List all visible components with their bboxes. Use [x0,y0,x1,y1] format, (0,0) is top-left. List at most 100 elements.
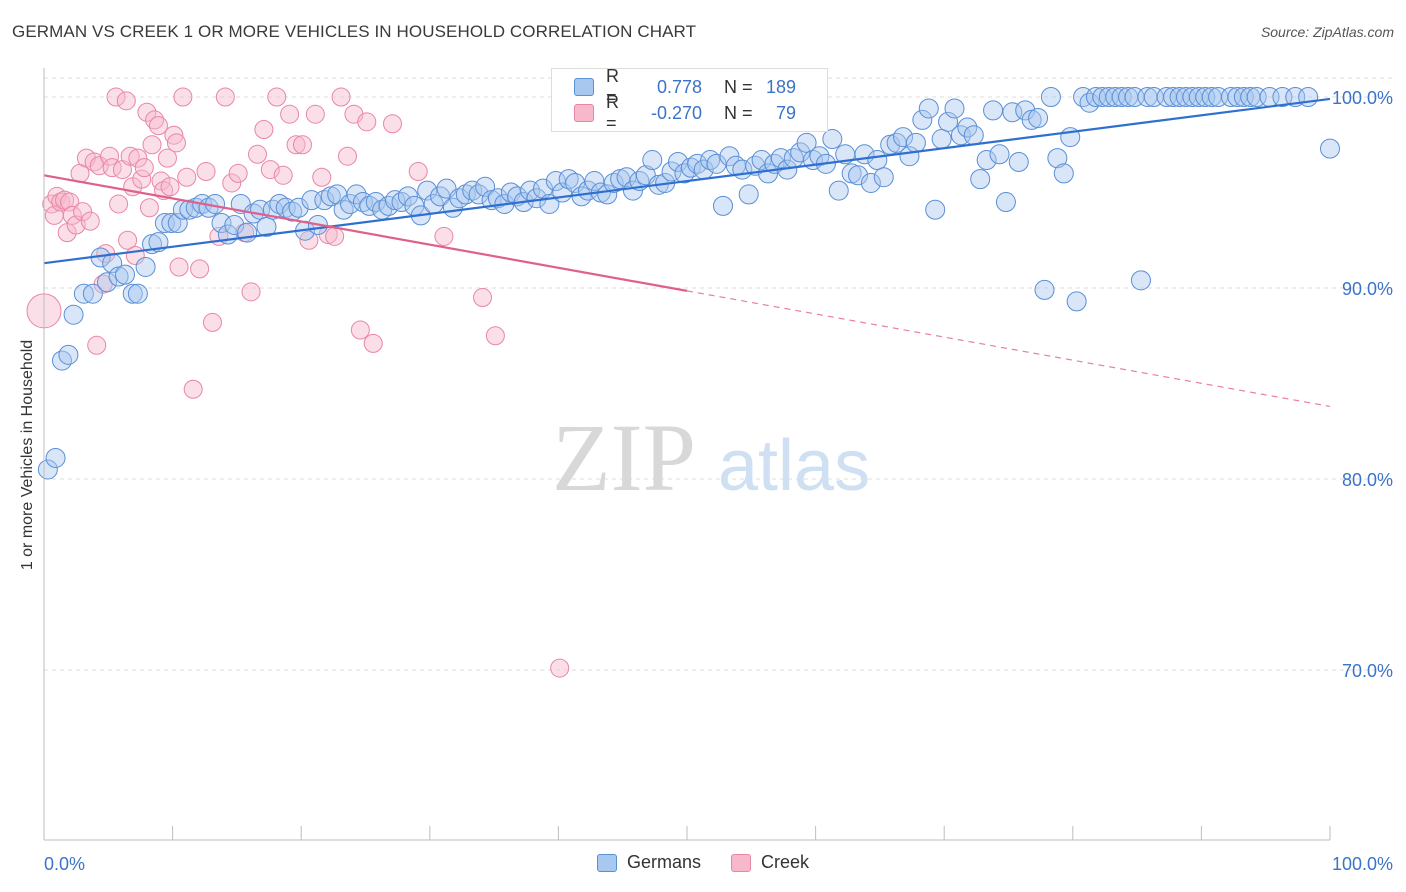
german-point [931,129,952,150]
german-point [976,150,997,171]
german-point [790,142,811,163]
watermark: ZIP atlas [552,404,870,511]
watermark-atlas: atlas [718,426,870,506]
creek-point [550,658,570,678]
german-point [661,161,682,182]
creek-point [473,288,493,308]
r-value: -0.270 [650,102,702,123]
german-point [58,344,79,365]
german-point [167,213,188,234]
german-point [989,144,1010,165]
creek-point [228,163,248,183]
german-point [848,165,869,186]
german-point [642,150,663,171]
y-tick-label: 70.0% [1342,661,1393,681]
creek-point [116,91,136,111]
legend-label: Germans [626,852,701,872]
y-tick-label: 90.0% [1342,279,1393,299]
german-point [873,167,894,188]
german-point [135,256,156,277]
creek-point [434,226,454,246]
german-point [37,459,58,480]
creek-point [350,320,370,340]
creek-point [286,135,306,155]
german-point [97,272,118,293]
german-point [1066,291,1087,312]
creek-trend-extension [686,290,1331,408]
creek-point [325,226,345,246]
stats-legend: R = 0.778 N = 189 R = -0.270 N = 79 [551,66,828,133]
german-point [713,195,734,216]
creek-point [87,335,107,355]
german-point [449,188,470,209]
creek-point [485,326,505,346]
creek-point [160,177,180,197]
y-tick-label: 80.0% [1342,470,1393,490]
creek-point [196,161,216,181]
german-point [391,192,412,213]
creek-point [164,125,184,145]
creek-point [173,87,193,107]
germans-trend-line [43,97,1331,265]
german-point [127,283,148,304]
creek-point [139,198,159,218]
german-point [1034,279,1055,300]
creek-point [241,282,261,302]
german-point [122,283,143,304]
german-point [288,197,309,218]
german-point [860,172,881,193]
creek-point [183,379,203,399]
n-label: N = [724,76,753,97]
creek-point [247,144,267,164]
german-point [1008,151,1029,172]
german-point [867,150,888,171]
creek-point [109,194,129,214]
axes: 70.0% 80.0% 90.0% 100.0% 0.0% 100.0% [43,68,1393,874]
german-point [558,169,579,190]
watermark-zip: ZIP [552,404,696,511]
r-label: R = [606,66,619,107]
german-point [995,192,1016,213]
german-point [397,186,418,207]
german-point [475,176,496,197]
creek-point [145,110,165,130]
legend-item-creek[interactable]: Creek [731,852,809,873]
creek-point [132,169,152,189]
creek-point [80,211,100,231]
german-point [1040,87,1061,107]
creek-point [202,312,222,332]
creek-point [260,160,280,180]
creek-point [357,112,377,132]
german-point [970,169,991,190]
german-point [680,157,701,178]
german-point [1047,148,1068,169]
creek-point [222,173,242,193]
german-point [828,180,849,201]
german-point [622,180,643,201]
series-legend: Germans Creek [0,852,1406,873]
german-point [1079,92,1100,113]
creek-point [215,87,235,107]
legend-item-germans[interactable]: Germans [596,852,701,873]
x-tick-label-max: 100.0% [1332,854,1393,874]
creek-point [363,333,383,353]
creek-point [134,158,154,178]
r-label: R = [606,92,619,133]
german-point [115,264,136,285]
creek-point [312,167,332,187]
german-point [1015,100,1036,121]
creek-point [166,133,186,153]
trend-lines [43,97,1331,408]
creek-point [408,161,428,181]
german-point [983,100,1004,121]
german-point [893,127,914,148]
germans-swatch [596,853,617,872]
german-point [912,109,933,130]
creek-point [157,148,177,168]
n-label: N = [724,102,753,123]
creek-point [190,259,210,279]
german-point [314,190,335,211]
german-point [462,180,483,201]
creek-point [169,257,189,277]
